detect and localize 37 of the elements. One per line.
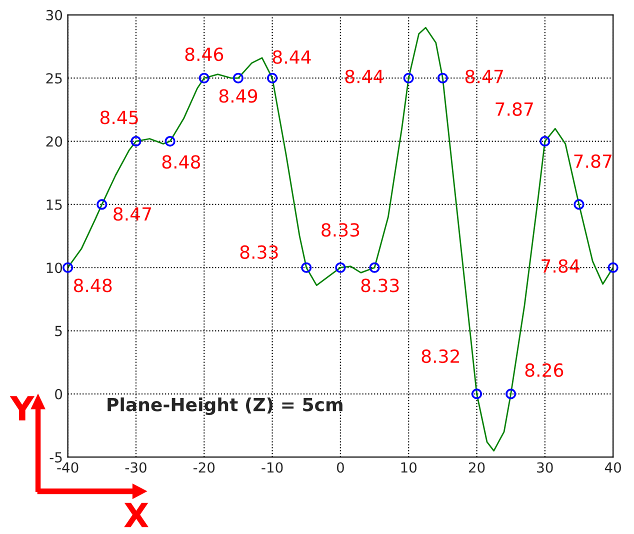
annotation: 8.26 xyxy=(525,363,564,377)
y-tick-label: 30 xyxy=(46,10,62,20)
annotation: 8.44 xyxy=(345,70,384,84)
annotation: Plane-Height (Z) = 5cm xyxy=(108,397,342,416)
x-tick-label: -10 xyxy=(262,462,283,473)
y-axis-title: Y xyxy=(10,396,35,420)
x-tick-label: -30 xyxy=(125,462,146,473)
annotation: 8.33 xyxy=(361,278,399,292)
annotation: 8.33 xyxy=(322,223,360,237)
y-tick-label: 10 xyxy=(46,262,62,274)
annotation: 8.46 xyxy=(185,47,224,62)
x-tick-label: 10 xyxy=(401,462,417,473)
y-tick-label: 20 xyxy=(46,136,62,147)
annotation: 8.47 xyxy=(465,70,503,84)
x-tick-label: -20 xyxy=(193,462,215,473)
annotation: 8.44 xyxy=(272,50,311,64)
x-tick-label: 40 xyxy=(604,462,621,473)
annotation: 8.48 xyxy=(162,155,200,169)
annotation: 8.45 xyxy=(100,110,138,124)
y-tick-label: 25 xyxy=(46,73,62,84)
annotation: 7.87 xyxy=(496,102,533,116)
annotation: 8.48 xyxy=(74,278,112,292)
annotation: 7.87 xyxy=(574,154,612,168)
x-tick-label: 30 xyxy=(537,462,553,473)
y-tick-label: 15 xyxy=(46,200,62,210)
x-tick-label: 0 xyxy=(336,462,344,473)
x-tick-label: -40 xyxy=(57,462,78,473)
y-tick-label: 0 xyxy=(55,388,62,400)
annotation: 8.32 xyxy=(422,349,459,364)
y-tick-label: 5 xyxy=(55,326,62,336)
x-tick-label: 20 xyxy=(468,462,485,473)
annotation: 7.84 xyxy=(542,259,580,273)
y-tick-label: -5 xyxy=(50,452,62,463)
annotation: 8.49 xyxy=(219,89,258,103)
annotation: 8.47 xyxy=(114,207,152,221)
x-axis-title: X xyxy=(124,502,148,528)
annotation: 8.33 xyxy=(240,245,278,259)
